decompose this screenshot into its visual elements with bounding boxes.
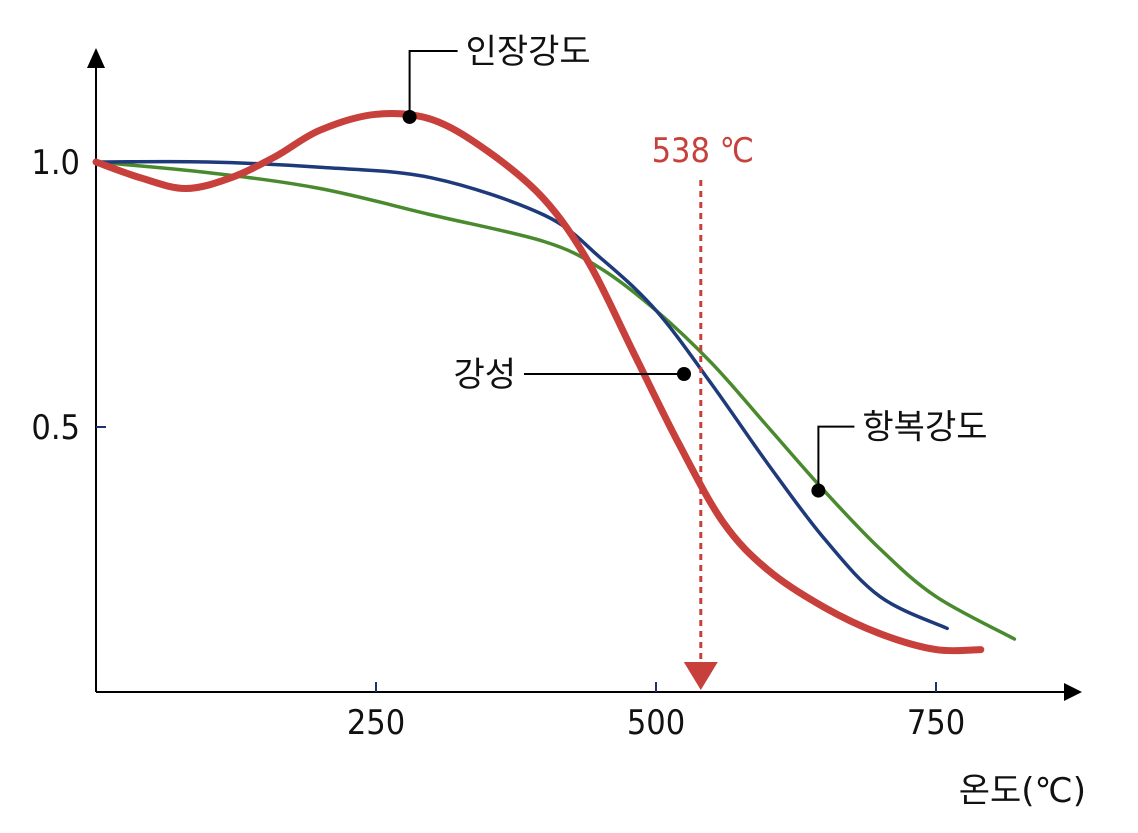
- series-line: [92, 110, 985, 655]
- callout-label: 인장강도: [466, 32, 591, 72]
- callout-dot: [811, 483, 826, 498]
- callout-dot: [402, 109, 417, 124]
- series-layer: [92, 110, 1017, 655]
- x-axis-arrow-icon: [1064, 683, 1082, 701]
- x-tick-label: 750: [907, 703, 965, 743]
- series-line: [94, 160, 1017, 641]
- axes: [87, 48, 1082, 701]
- x-tick-label: 250: [347, 703, 405, 743]
- callout-label: 항복강도: [862, 408, 987, 448]
- callout-dot: [677, 367, 691, 381]
- marker-arrow-icon: [683, 662, 718, 690]
- marker-label: 538 ℃: [652, 131, 754, 171]
- y-tick-label: 0.5: [31, 408, 80, 448]
- callout-leader: [817, 425, 855, 491]
- x-tick-label: 500: [627, 703, 685, 743]
- temperature-marker: 538 ℃: [652, 131, 754, 690]
- y-tick-label: 1.0: [31, 143, 80, 183]
- x-axis-title: 온도(℃): [959, 771, 1086, 811]
- series-line: [94, 159, 949, 631]
- callout-label: 강성: [453, 355, 516, 395]
- y-axis-arrow-icon: [87, 48, 105, 68]
- ticks: 250 500 750 0.5 1.0: [31, 143, 965, 743]
- callout-leader: [408, 49, 458, 117]
